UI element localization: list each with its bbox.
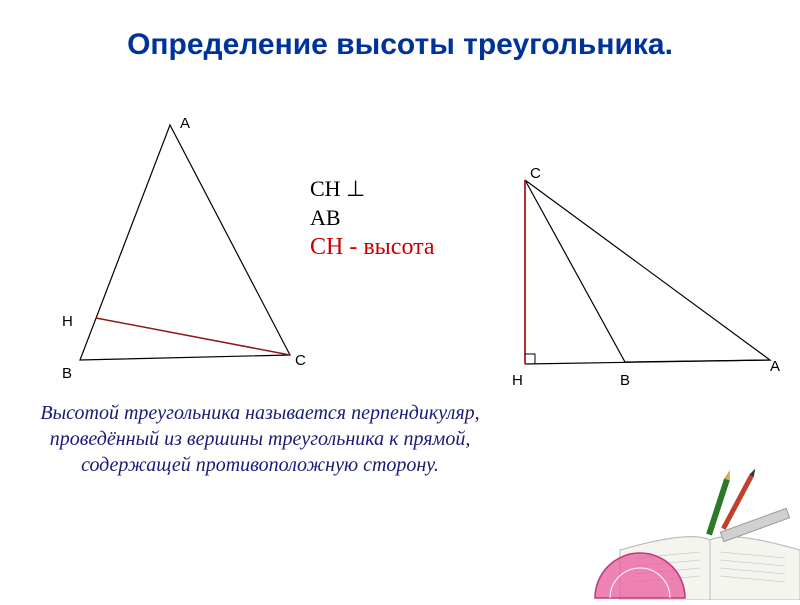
vertex-label-Н: Н	[62, 313, 73, 330]
vertex-label-А: А	[770, 358, 780, 375]
formula-line1: СН ⊥	[310, 175, 435, 204]
vertex-label-С: С	[295, 352, 306, 369]
vertex-label-А: А	[180, 115, 190, 132]
page-title: Определение высоты треугольника.	[0, 0, 800, 62]
tools-svg	[560, 420, 800, 600]
tools-corner	[560, 420, 800, 600]
formula-line3: СН - высота	[310, 232, 435, 263]
vertex-label-В: В	[62, 365, 72, 382]
vertex-label-Н: Н	[512, 372, 523, 389]
definition-text: Высотой треугольника называется перпенди…	[40, 400, 480, 478]
formula-block: СН ⊥ АВ СН - высота	[310, 175, 435, 263]
formula-line2: АВ	[310, 204, 435, 233]
vertex-label-С: С	[530, 165, 541, 182]
vertex-label-В: В	[620, 372, 630, 389]
